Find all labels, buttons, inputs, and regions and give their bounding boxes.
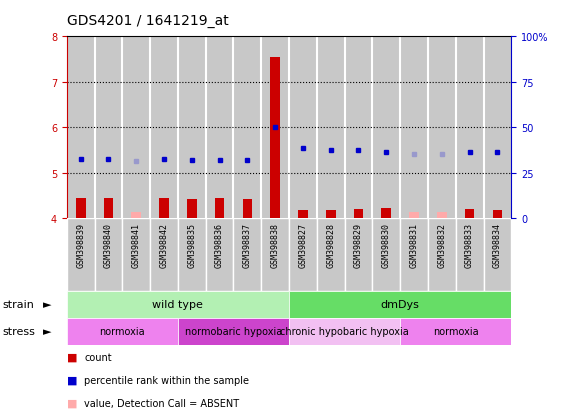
Bar — [150, 219, 178, 291]
Text: GSM398833: GSM398833 — [465, 223, 474, 267]
Bar — [428, 37, 456, 219]
Bar — [400, 318, 511, 345]
Text: GSM398831: GSM398831 — [410, 223, 418, 267]
Text: ■: ■ — [67, 398, 77, 408]
Bar — [206, 219, 234, 291]
Text: dmDys: dmDys — [381, 299, 419, 310]
Bar — [409, 212, 419, 219]
Text: ►: ► — [44, 299, 52, 310]
Bar — [234, 37, 261, 219]
Text: strain: strain — [3, 299, 35, 310]
Bar — [234, 219, 261, 291]
Bar — [428, 219, 456, 291]
Text: ►: ► — [44, 326, 52, 337]
Bar — [465, 210, 475, 219]
Bar — [400, 219, 428, 291]
Bar — [215, 198, 224, 219]
Bar — [326, 211, 336, 219]
Text: normobaric hypoxia: normobaric hypoxia — [185, 326, 282, 337]
Bar — [289, 291, 511, 318]
Bar — [400, 37, 428, 219]
Bar — [345, 37, 372, 219]
Bar — [261, 219, 289, 291]
Bar — [289, 219, 317, 291]
Text: GSM398828: GSM398828 — [326, 223, 335, 267]
Text: GSM398832: GSM398832 — [437, 223, 446, 267]
Text: GSM398838: GSM398838 — [271, 223, 279, 267]
Bar — [317, 219, 345, 291]
Text: normoxia: normoxia — [99, 326, 145, 337]
Bar — [437, 212, 447, 219]
Bar — [178, 318, 289, 345]
Bar — [76, 198, 85, 219]
Text: ■: ■ — [67, 375, 77, 385]
Bar — [317, 37, 345, 219]
Text: GSM398839: GSM398839 — [76, 223, 85, 267]
Text: GSM398836: GSM398836 — [215, 223, 224, 267]
Bar — [67, 219, 95, 291]
Bar — [456, 37, 483, 219]
Text: GSM398827: GSM398827 — [299, 223, 307, 267]
Bar — [456, 219, 483, 291]
Text: GDS4201 / 1641219_at: GDS4201 / 1641219_at — [67, 14, 228, 28]
Bar — [242, 200, 252, 219]
Bar — [372, 37, 400, 219]
Bar — [345, 219, 372, 291]
Bar — [289, 318, 400, 345]
Text: percentile rank within the sample: percentile rank within the sample — [84, 375, 249, 385]
Text: value, Detection Call = ABSENT: value, Detection Call = ABSENT — [84, 398, 239, 408]
Bar — [493, 211, 502, 219]
Bar — [67, 37, 95, 219]
Bar — [261, 37, 289, 219]
Text: GSM398837: GSM398837 — [243, 223, 252, 267]
Text: GSM398829: GSM398829 — [354, 223, 363, 267]
Text: GSM398834: GSM398834 — [493, 223, 502, 267]
Bar — [372, 219, 400, 291]
Bar — [123, 37, 150, 219]
Text: GSM398835: GSM398835 — [187, 223, 196, 267]
Bar — [95, 219, 123, 291]
Bar — [131, 212, 141, 219]
Text: wild type: wild type — [152, 299, 203, 310]
Text: count: count — [84, 352, 112, 362]
Text: normoxia: normoxia — [433, 326, 479, 337]
Bar — [270, 57, 280, 219]
Bar — [298, 211, 308, 219]
Bar — [381, 209, 391, 219]
Text: GSM398841: GSM398841 — [132, 223, 141, 267]
Bar — [67, 291, 289, 318]
Bar — [178, 219, 206, 291]
Bar — [206, 37, 234, 219]
Bar — [178, 37, 206, 219]
Bar — [159, 198, 169, 219]
Bar — [187, 200, 197, 219]
Bar — [123, 219, 150, 291]
Text: ■: ■ — [67, 352, 77, 362]
Text: GSM398840: GSM398840 — [104, 223, 113, 267]
Bar — [95, 37, 123, 219]
Text: GSM398842: GSM398842 — [160, 223, 168, 267]
Bar — [67, 318, 178, 345]
Bar — [354, 210, 363, 219]
Bar — [483, 37, 511, 219]
Bar — [483, 219, 511, 291]
Text: chronic hypobaric hypoxia: chronic hypobaric hypoxia — [280, 326, 409, 337]
Text: stress: stress — [3, 326, 36, 337]
Bar — [103, 198, 113, 219]
Text: GSM398830: GSM398830 — [382, 223, 391, 267]
Bar — [289, 37, 317, 219]
Bar — [150, 37, 178, 219]
